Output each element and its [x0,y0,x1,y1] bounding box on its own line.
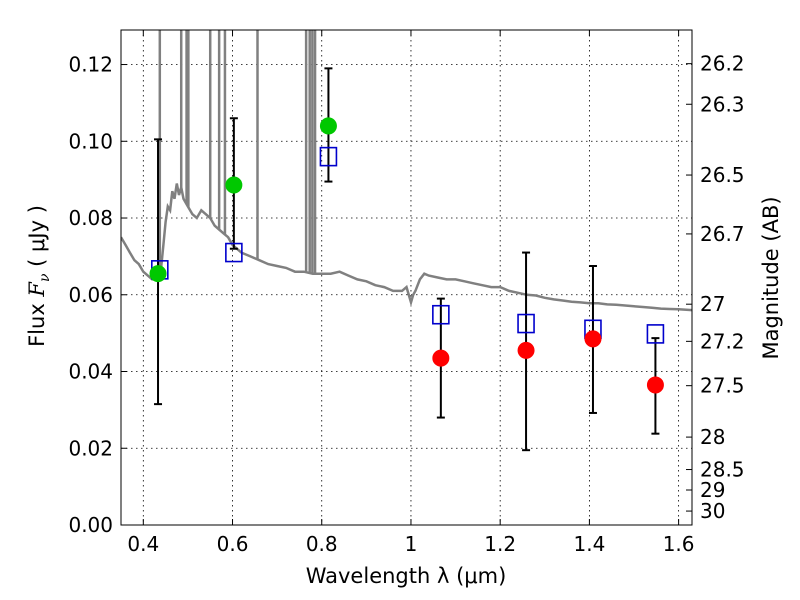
spectrum-layer [121,30,692,312]
mag-tick-label: 26.5 [700,163,745,187]
x-tick-label: 0.6 [217,532,249,556]
y-tick-label: 0.08 [68,206,113,230]
y-tick-label: 0.00 [68,513,113,537]
green-data-point [149,265,167,283]
y-axis-label-sub: ν [37,273,53,282]
x-tick-label: 1 [405,532,418,556]
red-data-point [584,330,602,348]
green-data-point [225,176,243,194]
y2-axis-label: Magnitude (AB) [759,196,783,359]
mag-tick-label: 26.2 [700,52,745,76]
grid-layer [121,30,692,526]
y-tick-label: 0.10 [68,129,113,153]
marker-layer [149,117,665,394]
y-tick-label: 0.06 [68,283,113,307]
mag-tick-label: 26.7 [700,222,745,246]
plot-frame [120,29,693,526]
red-data-point [432,349,450,367]
mag-tick-label: 27 [700,292,725,316]
red-data-point [517,341,535,359]
tick-layer [121,30,692,526]
green-data-point [319,117,337,135]
y-tick-label: 0.04 [68,360,113,384]
x-axis-label: Wavelength λ (μm) [306,564,507,588]
model-square-marker [517,313,535,334]
mag-tick-label: 28.5 [700,458,745,482]
mag-tick-label: 27.5 [700,374,745,398]
mag-tick-label: 29 [700,478,725,502]
errorbar-layer [154,67,660,452]
x-tick-label: 0.4 [127,532,159,556]
model-square-marker [646,324,665,344]
red-data-point [646,376,664,394]
x-tick-label: 1.2 [484,532,516,556]
mag-tick-label: 27.2 [700,329,745,353]
y-axis-label-prefix: Flux [25,297,49,347]
y-tick-label: 0.12 [68,53,113,77]
spectrum-line [121,183,692,312]
mag-tick-label: 30 [700,499,725,523]
model-square-marker [432,304,450,325]
model-square-marker [319,146,338,167]
y-axis-label-unit: ( μJy ) [25,205,49,273]
x-tick-label: 1.4 [573,532,605,556]
x-tick-label: 0.8 [306,532,338,556]
mag-tick-label: 28 [700,425,725,449]
label-layer: 0.4 0.6 0.8 1 1.2 1.4 1.6 0.00 0.02 0.04 0.06 0.08 0… [68,52,744,556]
y-axis-label-var: F [25,281,49,298]
y-tick-label: 0.02 [68,436,113,460]
mag-tick-label: 26.3 [700,92,745,116]
y-axis-label: Flux Fν ( μJy ) [25,205,53,347]
x-tick-label: 1.6 [663,532,695,556]
model-square-marker [225,242,243,263]
